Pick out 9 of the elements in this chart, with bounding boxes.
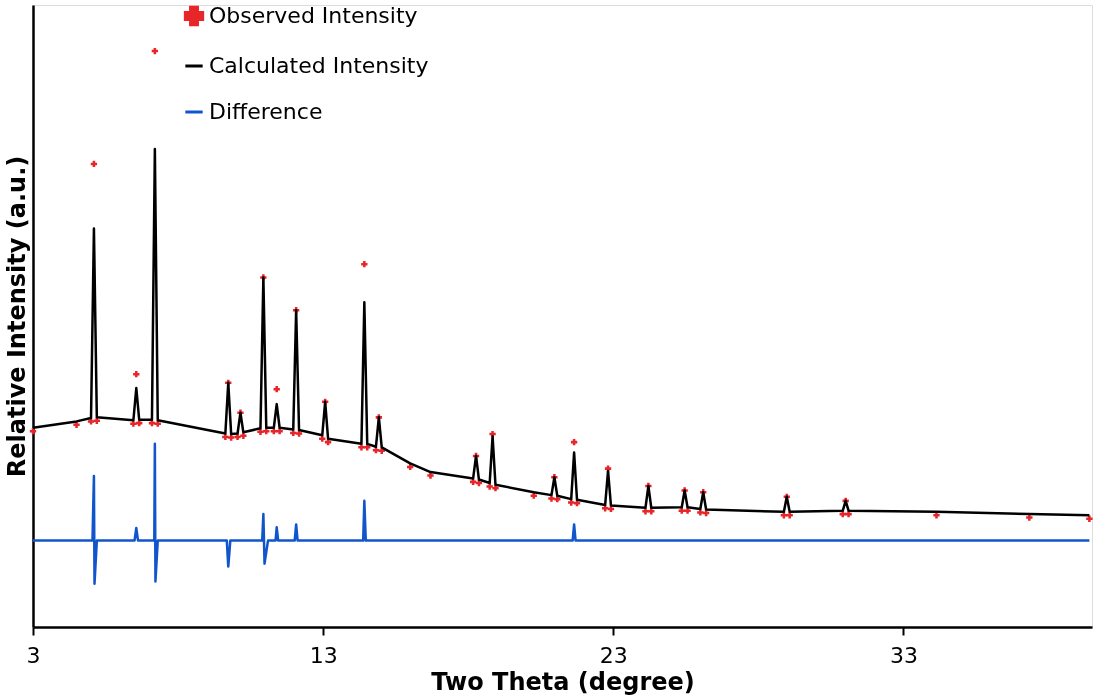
legend-label: Difference [209, 99, 323, 124]
legend-label: Observed Intensity [209, 3, 418, 28]
legend-label: Calculated Intensity [209, 53, 429, 78]
x-tick-label: 3 [26, 642, 41, 668]
x-axis-title: Two Theta (degree) [431, 667, 695, 696]
y-axis-title: Relative Intensity (a.u.) [2, 155, 31, 478]
x-tick-label: 13 [309, 642, 338, 668]
x-tick-label: 23 [599, 642, 628, 668]
x-tick-label: 33 [889, 642, 918, 668]
